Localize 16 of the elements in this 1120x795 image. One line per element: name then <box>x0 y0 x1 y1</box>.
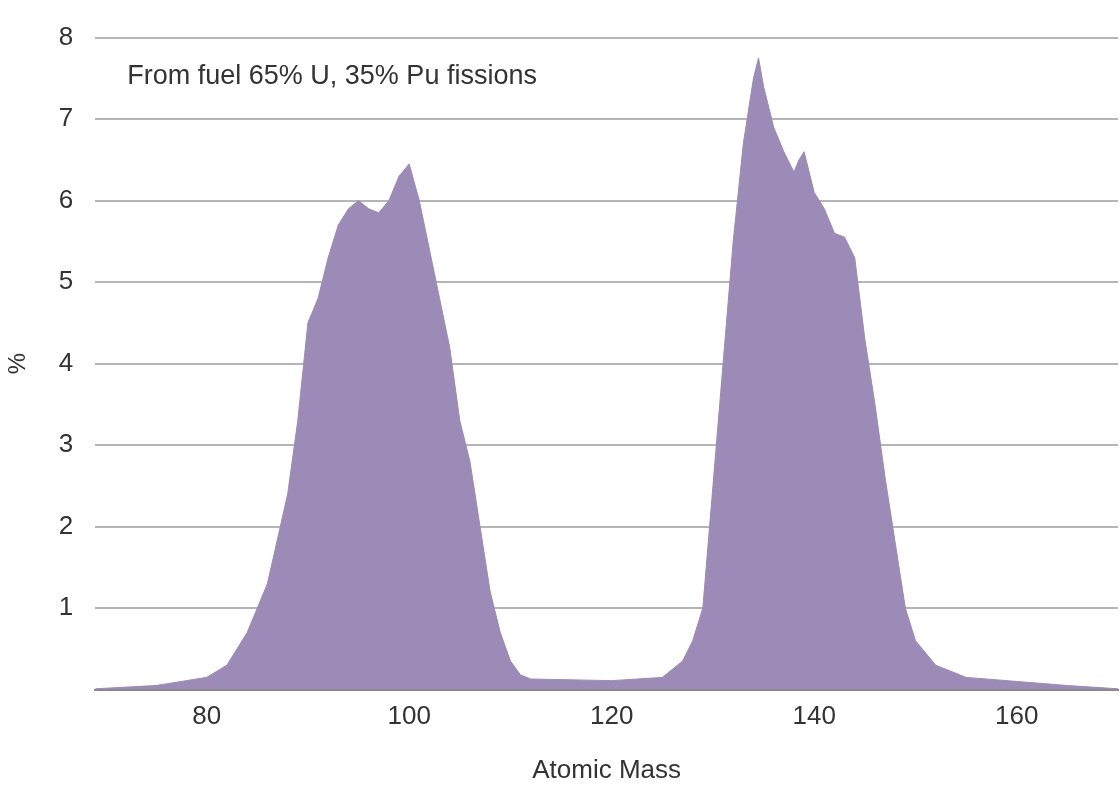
y-axis-title: % <box>3 352 31 375</box>
annotation: From fuel 65% U, 35% Pu fissions <box>127 59 537 90</box>
y-tick-label: 4 <box>58 346 74 377</box>
y-tick-label: 8 <box>58 20 74 51</box>
y-tick-label: 3 <box>58 428 74 459</box>
y-tick-label: 5 <box>58 265 74 296</box>
x-tick-label: 100 <box>387 700 431 731</box>
x-tick-label: 80 <box>192 700 222 731</box>
x-axis-title: Atomic Mass <box>532 753 682 784</box>
y-tick-label: 1 <box>58 591 74 622</box>
y-tick-label: 6 <box>58 183 74 214</box>
x-tick-label: 140 <box>792 700 836 731</box>
y-tick-label: 7 <box>58 102 74 133</box>
x-tick-label: 160 <box>995 700 1039 731</box>
y-tick-label: 2 <box>58 509 74 540</box>
x-tick-label: 120 <box>590 700 634 731</box>
